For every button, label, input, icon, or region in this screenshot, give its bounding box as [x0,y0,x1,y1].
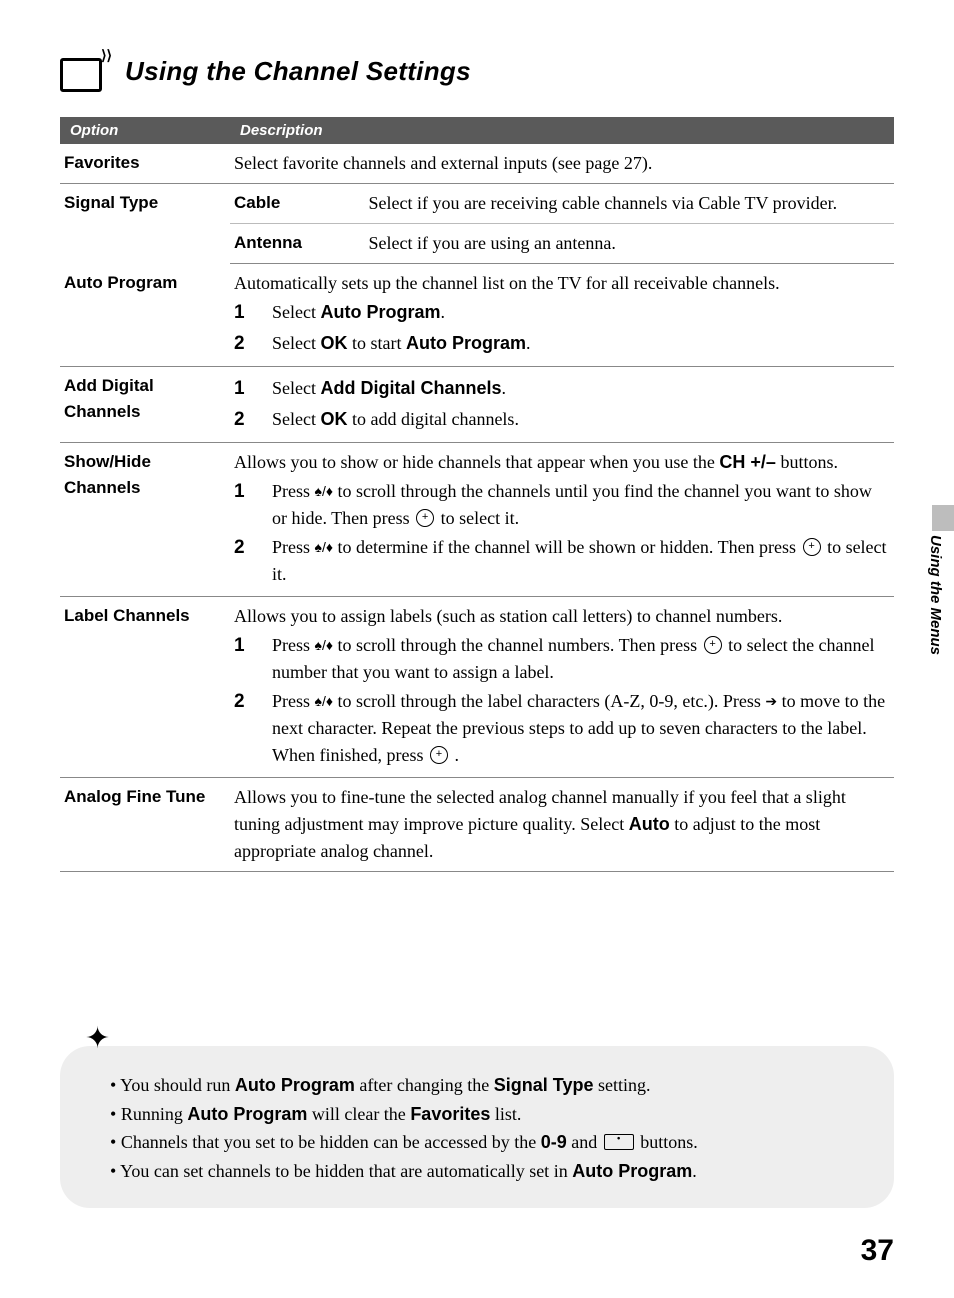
opt-labelch: Label Channels [60,597,230,778]
autoprog-intro: Automatically sets up the channel list o… [234,270,890,297]
page-header: ⟩⟩ Using the Channel Settings [60,50,894,92]
desc-labelch: Allows you to assign labels (such as sta… [230,597,894,778]
enter-icon [416,509,434,527]
signal-cable-desc: Select if you are receiving cable channe… [369,193,838,213]
showhide-step2: 2 Press ♠/♦ to determine if the channel … [234,534,890,588]
autoprog-step1: 1 Select Auto Program. [234,299,890,328]
labelch-step1: 1 Press ♠/♦ to scroll through the channe… [234,632,890,686]
adddigital-step2: 2 Select OK to add digital channels. [234,406,890,435]
tip-1: You should run Auto Program after changi… [110,1071,864,1100]
tip-icon: ✦ [85,1021,110,1056]
dot-button-icon [604,1134,634,1150]
tip-2: Running Auto Program will clear the Favo… [110,1100,864,1129]
desc-showhide: Allows you to show or hide channels that… [230,443,894,597]
tip-box: ✦ You should run Auto Program after chan… [60,1046,894,1208]
opt-favorites: Favorites [60,144,230,184]
desc-favorites: Select favorite channels and external in… [230,144,894,184]
signal-antenna-label: Antenna [234,230,364,256]
enter-icon [803,538,821,556]
settings-table: Option Description Favorites Select favo… [60,117,894,872]
labelch-intro: Allows you to assign labels (such as sta… [234,603,890,630]
enter-icon [704,636,722,654]
showhide-step1: 1 Press ♠/♦ to scroll through the channe… [234,478,890,532]
signal-antenna-desc: Select if you are using an antenna. [369,233,616,253]
opt-showhide: Show/Hide Channels [60,443,230,597]
desc-signal-antenna: Antenna Select if you are using an anten… [230,224,894,264]
signal-cable-label: Cable [234,190,364,216]
tip-3: Channels that you set to be hidden can b… [110,1128,864,1157]
opt-signal: Signal Type [60,184,230,264]
header-option: Option [60,117,230,144]
desc-signal-cable: Cable Select if you are receiving cable … [230,184,894,224]
opt-adddigital: Add Digital Channels [60,367,230,443]
header-description: Description [230,117,894,144]
page-title: Using the Channel Settings [125,56,471,87]
labelch-step2: 2 Press ♠/♦ to scroll through the label … [234,688,890,769]
enter-icon [430,746,448,764]
opt-autoprog: Auto Program [60,264,230,367]
desc-autoprog: Automatically sets up the channel list o… [230,264,894,367]
tip-4: You can set channels to be hidden that a… [110,1157,864,1186]
autoprog-step2: 2 Select OK to start Auto Program. [234,330,890,359]
page-number: 37 [861,1234,894,1268]
desc-adddigital: 1 Select Add Digital Channels. 2 Select … [230,367,894,443]
opt-analog: Analog Fine Tune [60,778,230,872]
side-tab-label: Using the Menus [927,535,944,655]
tv-icon: ⟩⟩ [60,50,110,92]
desc-analog: Allows you to fine-tune the selected ana… [230,778,894,872]
adddigital-step1: 1 Select Add Digital Channels. [234,375,890,404]
showhide-intro: Allows you to show or hide channels that… [234,449,890,476]
side-tab: Using the Menus [924,505,954,715]
